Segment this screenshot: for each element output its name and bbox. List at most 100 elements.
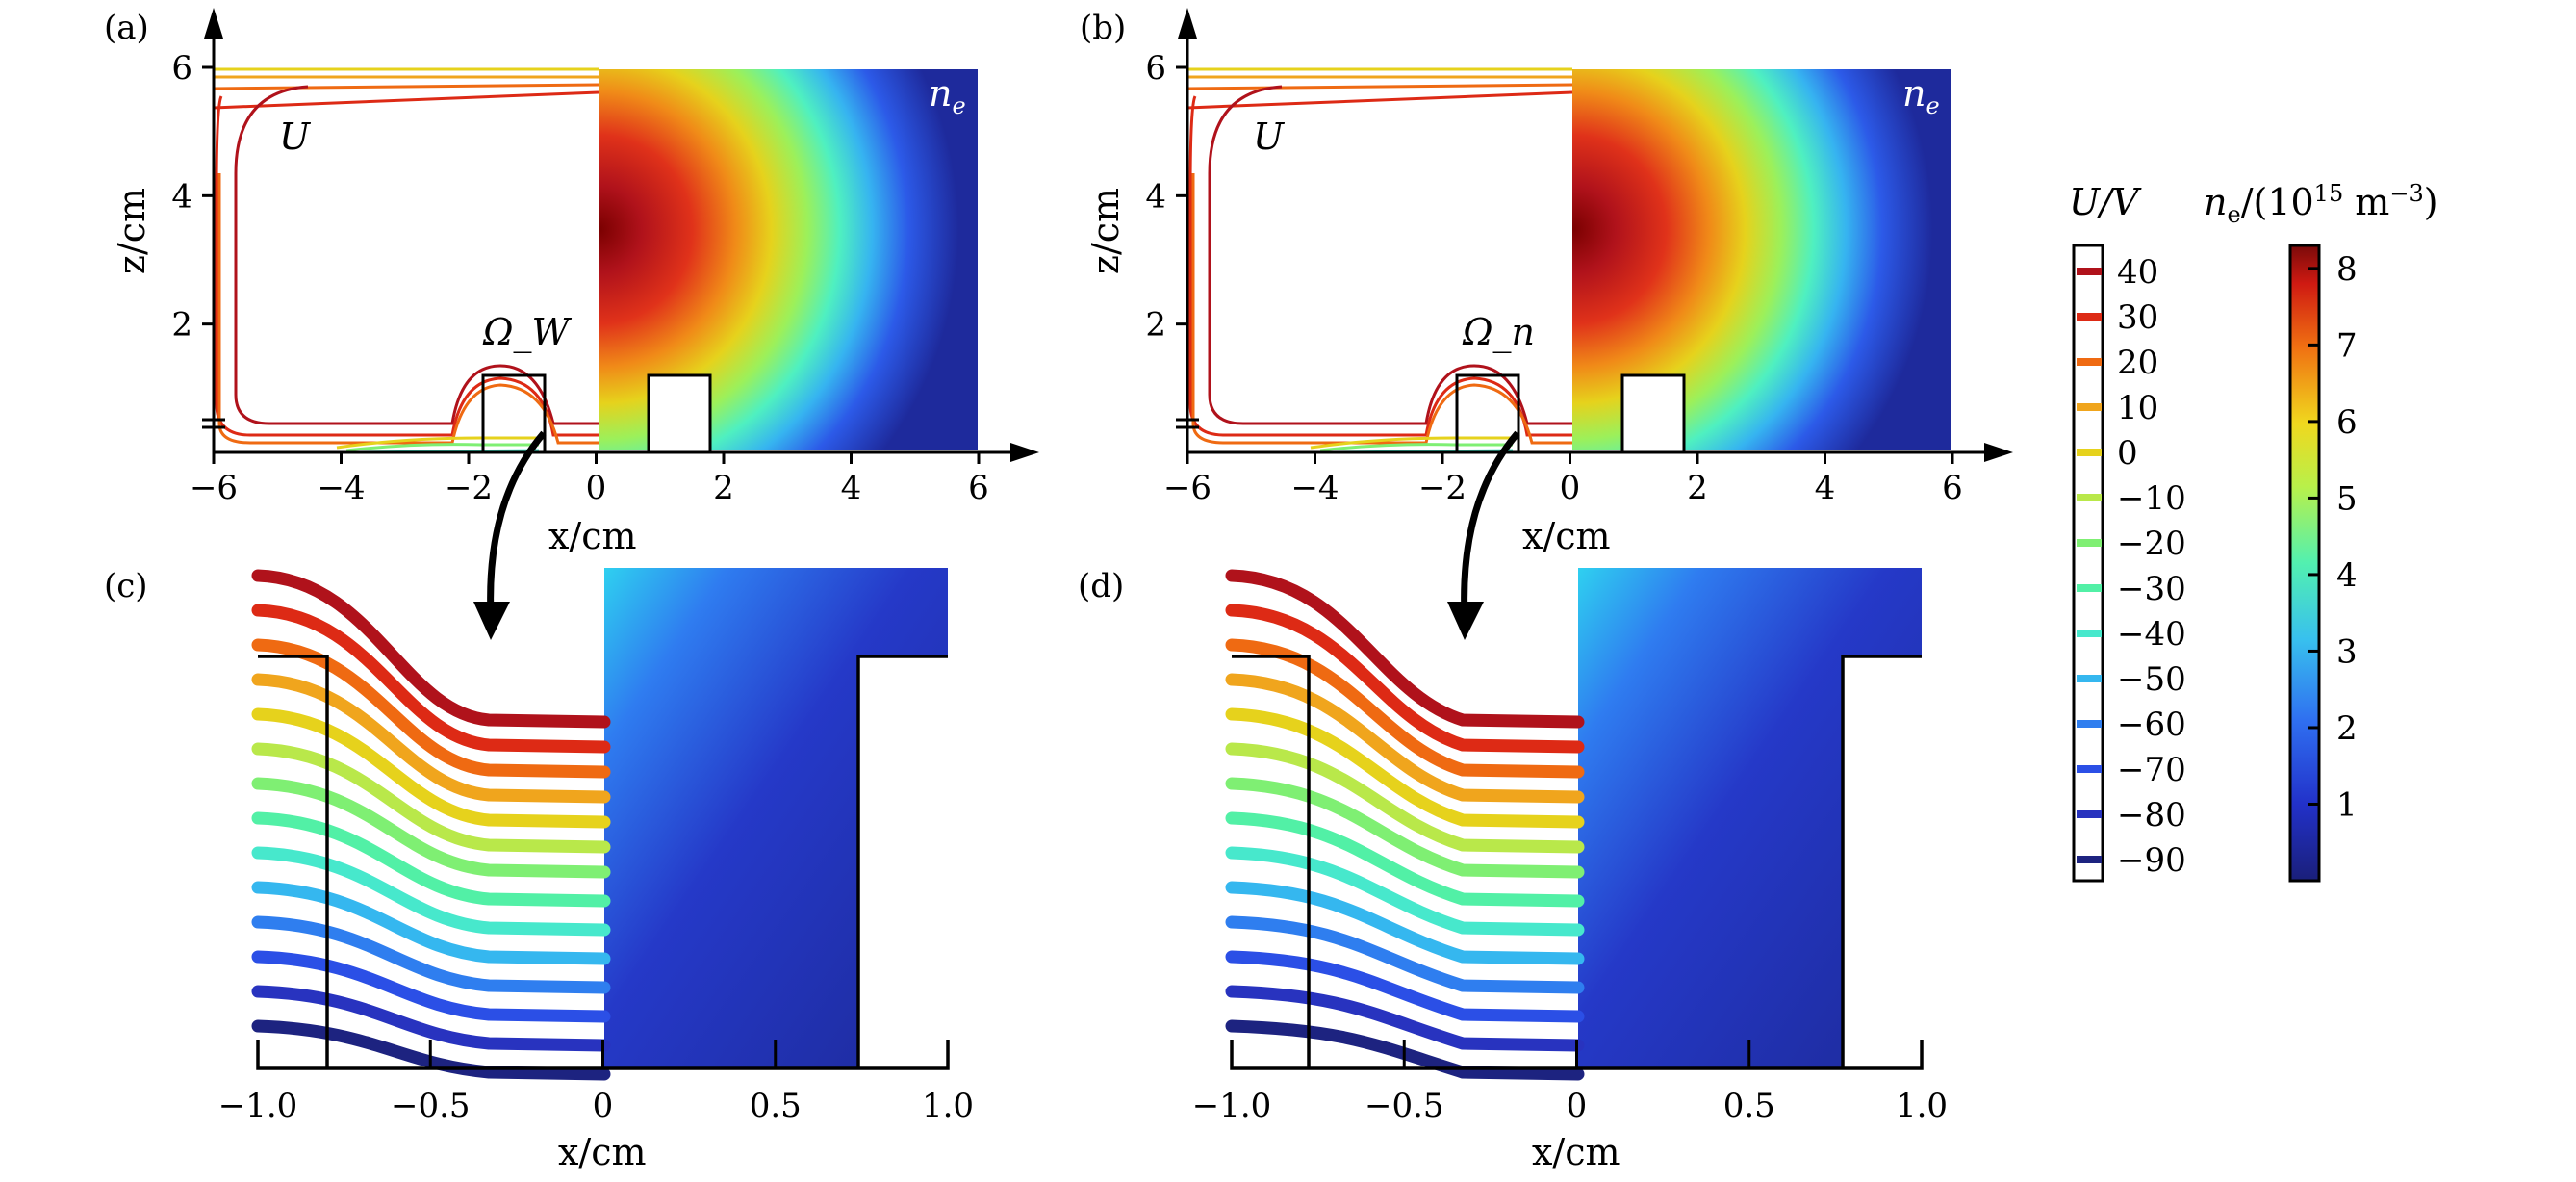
panel-d: (d) −1.0 −0.5 0 0.5 1.0 x/cm	[1078, 567, 1948, 1173]
x-tick-label: −2	[1418, 469, 1467, 507]
ne-colorbar-bar	[2288, 244, 2321, 883]
ne-colorbar-ticks: 1 2 3 4 5 6 7 8	[2308, 250, 2358, 824]
ne-zoom-heatmap	[1578, 568, 1922, 1068]
u-contour-line	[251, 742, 611, 854]
u-contour-line	[1225, 742, 1585, 854]
zoom-arrow-head	[473, 602, 510, 640]
panel-a: (a) Ω_W −6 −4 −2 0 2 4 6	[104, 8, 1039, 557]
x-ticks: −1.0 −0.5 0 0.5 1.0	[1192, 1040, 1948, 1125]
ne-colorbar-tick-label: 4	[2336, 556, 2358, 595]
u-contour-line	[251, 673, 611, 804]
x-tick-label: 0.5	[1723, 1087, 1775, 1125]
x-ticks: −6 −4 −2 0 2 4 6	[190, 452, 989, 507]
x-tick-label: −0.5	[391, 1087, 471, 1125]
u-legend-label: −30	[2117, 570, 2186, 608]
y-axis-arrow	[1178, 8, 1197, 39]
u-contour-line	[1225, 777, 1585, 879]
x-tick-label: −2	[445, 469, 493, 507]
x-tick-label: −4	[317, 469, 365, 507]
u-legend-label: 10	[2117, 389, 2158, 427]
u-contour-line	[1225, 811, 1585, 908]
x-tick-label: −0.5	[1365, 1087, 1444, 1125]
x-tick-label: 2	[713, 469, 734, 507]
zoom-arrow	[487, 430, 547, 617]
u-legend-label: −60	[2117, 706, 2186, 744]
y-tick-label: 4	[1145, 177, 1166, 216]
x-tick-label: 0	[1560, 469, 1581, 507]
u-legend-label: 40	[2117, 253, 2158, 292]
y-ticks: 2 4 6	[1145, 49, 1187, 345]
u-contour-line	[251, 950, 611, 1023]
x-tick-label: 0	[586, 469, 607, 507]
x-tick-label: −1.0	[1192, 1087, 1272, 1125]
u-contour-line	[251, 881, 611, 965]
x-tick-label: 1.0	[1896, 1087, 1948, 1125]
ne-zoom-heatmap	[604, 568, 948, 1068]
panel-label: (c)	[104, 567, 148, 605]
u-contours	[1186, 67, 1573, 445]
u-contour-line	[1225, 569, 1585, 729]
ne-colorbar-tick-label: 1	[2336, 785, 2358, 824]
u-contour-line	[1225, 604, 1585, 754]
u-legend: U/V 40 30 20 10 0 −10 −20 −30 −40 −50 −60 −70 −80 −90	[2069, 181, 2186, 883]
u-legend-title: U/V	[2069, 181, 2142, 223]
u-legend-label: −90	[2117, 841, 2186, 880]
u-legend-label: −40	[2117, 615, 2186, 654]
x-axis-label: x/cm	[1522, 515, 1611, 557]
u-contour-line	[251, 915, 611, 994]
x-tick-label: −6	[190, 469, 238, 507]
x-axis-label: x/cm	[558, 1131, 647, 1173]
x-ticks: −6 −4 −2 0 2 4 6	[1163, 452, 1963, 507]
x-tick-label: −4	[1290, 469, 1339, 507]
panel-label: (b)	[1080, 9, 1126, 47]
u-contours-low	[1310, 436, 1514, 454]
u-legend-label: 0	[2117, 434, 2138, 473]
x-tick-label: 0	[593, 1087, 614, 1125]
u-contour-line	[1225, 673, 1585, 804]
u-contour-line	[1225, 1019, 1585, 1081]
u-contour-line	[251, 811, 611, 908]
u-label: U	[279, 116, 312, 158]
ne-colorbar-tick-label: 6	[2336, 403, 2358, 442]
box-label: Ω_W	[482, 311, 573, 354]
u-contour-line	[251, 777, 611, 879]
u-contour-line	[251, 604, 611, 754]
u-contours	[1225, 569, 1585, 1081]
ne-colorbar-title: ne/(1015 m−3)	[2204, 180, 2438, 228]
u-contour-line	[251, 638, 611, 779]
u-legend-label: 30	[2117, 298, 2158, 337]
u-contours	[213, 67, 599, 445]
u-legend-label: −20	[2117, 525, 2186, 563]
electrode-block	[647, 373, 712, 454]
ne-colorbar-tick-label: 5	[2336, 479, 2358, 518]
x-tick-label: −1.0	[218, 1087, 298, 1125]
u-contour-line	[251, 985, 611, 1052]
y-tick-label: 4	[171, 177, 192, 216]
y-tick-label: 2	[171, 306, 192, 345]
u-contour-line	[1225, 707, 1585, 829]
x-axis-label: x/cm	[548, 515, 637, 557]
x-tick-label: 4	[1815, 469, 1836, 507]
x-tick-label: 0	[1567, 1087, 1588, 1125]
y-tick-label: 6	[1145, 49, 1166, 88]
x-axis-label: x/cm	[1532, 1131, 1620, 1173]
u-legend-frame	[2072, 244, 2104, 883]
u-legend-label: −10	[2117, 479, 2186, 518]
u-legend-label: −70	[2117, 751, 2186, 789]
x-axis-arrow	[1010, 443, 1039, 462]
x-tick-label: 1.0	[922, 1087, 974, 1125]
ne-colorbar-tick-label: 8	[2336, 250, 2358, 289]
x-tick-label: 0.5	[750, 1087, 802, 1125]
x-tick-label: 6	[1942, 469, 1963, 507]
u-legend-label: −80	[2117, 796, 2186, 835]
ne-colorbar-tick-label: 2	[2336, 709, 2358, 748]
y-axis-arrow	[204, 8, 223, 39]
u-contour-line	[1225, 846, 1585, 937]
x-axis-arrow	[1984, 443, 2013, 462]
u-legend-label: 20	[2117, 344, 2158, 382]
x-ticks: −1.0 −0.5 0 0.5 1.0	[218, 1040, 974, 1125]
x-tick-label: 4	[841, 469, 862, 507]
x-tick-label: −6	[1163, 469, 1211, 507]
u-label: U	[1253, 116, 1286, 158]
